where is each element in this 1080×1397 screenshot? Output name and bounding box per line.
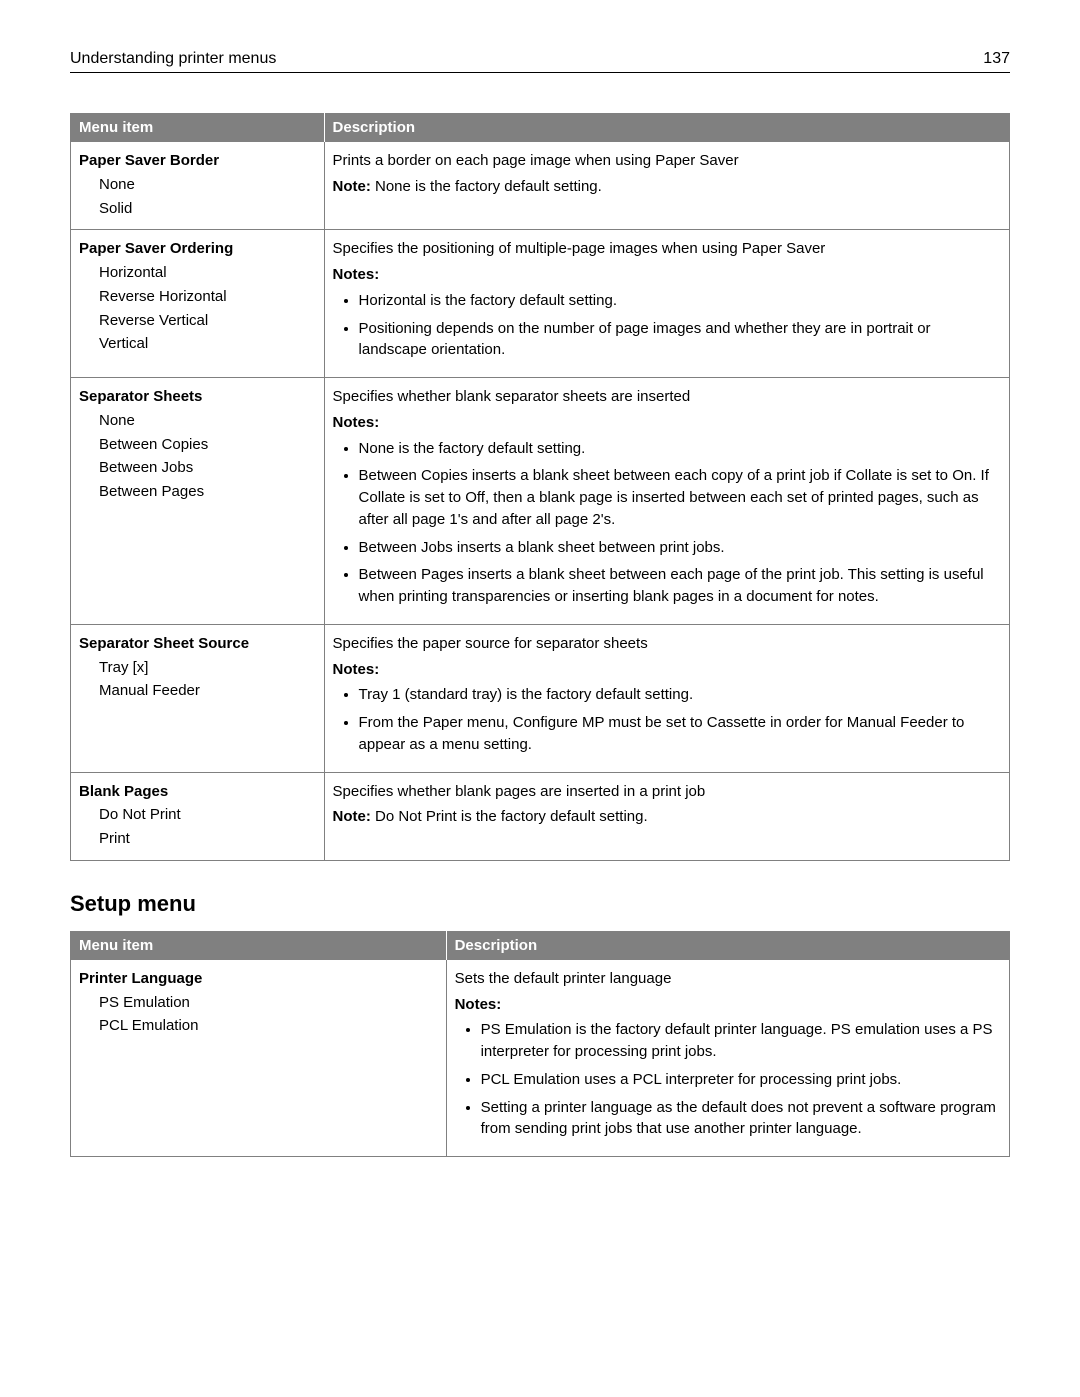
menu-option: PCL Emulation [99,1015,438,1037]
note-label: Note: [333,178,371,195]
table-header-menu-item: Menu item [71,931,447,959]
menu-item-cell: Blank PagesDo Not PrintPrint [71,772,325,860]
notes-list: PS Emulation is the factory default prin… [455,1019,1001,1140]
menu-item-name: Separator Sheets [79,386,316,408]
menu-option: Manual Feeder [99,680,316,702]
note-text: None is the factory default setting. [371,178,602,195]
notes-label: Notes: [333,264,1001,286]
menu-option: Print [99,828,316,850]
description-cell: Specifies whether blank separator sheets… [324,378,1009,625]
table-row: Blank PagesDo Not PrintPrint Specifies wh… [71,772,1010,860]
menu-item-options: Tray [x]Manual Feeder [79,657,316,703]
note-item: Between Jobs inserts a blank sheet betwe… [359,537,1001,559]
note-item: PS Emulation is the factory default prin… [481,1019,1001,1063]
note-item: Horizontal is the factory default settin… [359,290,1001,312]
description-text: Prints a border on each page image when … [333,150,1001,172]
menu-option: Do Not Print [99,804,316,826]
note-item: None is the factory default setting. [359,438,1001,460]
note-item: Tray 1 (standard tray) is the factory de… [359,684,1001,706]
menu-item-options: Do Not PrintPrint [79,804,316,850]
page-header: Understanding printer menus 137 [70,50,1010,73]
menu-item-options: NoneBetween CopiesBetween JobsBetween Pa… [79,410,316,503]
table-row: Paper Saver OrderingHorizontalReverse Ho… [71,230,1010,378]
description-cell: Sets the default printer language Notes: P… [446,959,1009,1156]
description-text: Specifies whether blank separator sheets… [333,386,1001,408]
menu-option: None [99,410,316,432]
note-label: Note: [333,808,371,825]
menu-item-name: Paper Saver Border [79,150,316,172]
description-cell: Specifies whether blank pages are insert… [324,772,1009,860]
note-inline: Note: None is the factory default settin… [333,176,1001,198]
menu-option: Tray [x] [99,657,316,679]
description-text: Sets the default printer language [455,968,1001,990]
menu-item-cell: Separator Sheet SourceTray [x]Manual Fee… [71,624,325,772]
menu-option: Solid [99,198,316,220]
notes-list: Tray 1 (standard tray) is the factory de… [333,684,1001,755]
table-header-description: Description [324,114,1009,142]
table-row: Printer LanguagePS EmulationPCL Emulatio… [71,959,1010,1156]
description-text: Specifies whether blank pages are insert… [333,781,1001,803]
menu-item-cell: Paper Saver OrderingHorizontalReverse Ho… [71,230,325,378]
menu-item-cell: Separator SheetsNoneBetween CopiesBetwee… [71,378,325,625]
menu-option: Between Copies [99,434,316,456]
description-text: Specifies the positioning of multiple-pa… [333,238,1001,260]
menu-item-options: NoneSolid [79,174,316,220]
note-item: Between Copies inserts a blank sheet bet… [359,465,1001,530]
description-cell: Specifies the paper source for separator… [324,624,1009,772]
menu-item-name: Separator Sheet Source [79,633,316,655]
note-item: From the Paper menu, Configure MP must b… [359,712,1001,756]
menu-option: None [99,174,316,196]
menu-option: PS Emulation [99,992,438,1014]
menu-table-1: Menu item Description Paper Saver Border… [70,113,1010,861]
menu-option: Horizontal [99,262,316,284]
menu-item-name: Blank Pages [79,781,316,803]
menu-option: Reverse Horizontal [99,286,316,308]
menu-item-options: HorizontalReverse HorizontalReverse Vert… [79,262,316,355]
notes-label: Notes: [455,994,1001,1016]
notes-list: Horizontal is the factory default settin… [333,290,1001,361]
table-header-menu-item: Menu item [71,114,325,142]
menu-option: Vertical [99,333,316,355]
note-item: PCL Emulation uses a PCL interpreter for… [481,1069,1001,1091]
menu-item-name: Printer Language [79,968,438,990]
note-inline: Note: Do Not Print is the factory defaul… [333,806,1001,828]
note-item: Between Pages inserts a blank sheet betw… [359,564,1001,608]
note-item: Positioning depends on the number of pag… [359,318,1001,362]
table-row: Separator Sheet SourceTray [x]Manual Fee… [71,624,1010,772]
menu-item-name: Paper Saver Ordering [79,238,316,260]
notes-list: None is the factory default setting. Betw… [333,438,1001,608]
header-title: Understanding printer menus [70,50,276,68]
menu-option: Between Jobs [99,457,316,479]
menu-table-2: Menu item Description Printer LanguagePS… [70,931,1010,1157]
notes-label: Notes: [333,412,1001,434]
description-cell: Prints a border on each page image when … [324,142,1009,230]
note-text: Do Not Print is the factory default sett… [371,808,648,825]
description-text: Specifies the paper source for separator… [333,633,1001,655]
table-header-description: Description [446,931,1009,959]
notes-label: Notes: [333,659,1001,681]
table-row: Paper Saver BorderNoneSolid Prints a bord… [71,142,1010,230]
page-number: 137 [983,50,1010,68]
menu-item-options: PS EmulationPCL Emulation [79,992,438,1038]
menu-item-cell: Printer LanguagePS EmulationPCL Emulatio… [71,959,447,1156]
note-item: Setting a printer language as the defaul… [481,1097,1001,1141]
table-row: Separator SheetsNoneBetween CopiesBetwee… [71,378,1010,625]
menu-option: Reverse Vertical [99,310,316,332]
menu-option: Between Pages [99,481,316,503]
section-heading-setup-menu: Setup menu [70,891,1010,917]
menu-item-cell: Paper Saver BorderNoneSolid [71,142,325,230]
description-cell: Specifies the positioning of multiple-pa… [324,230,1009,378]
